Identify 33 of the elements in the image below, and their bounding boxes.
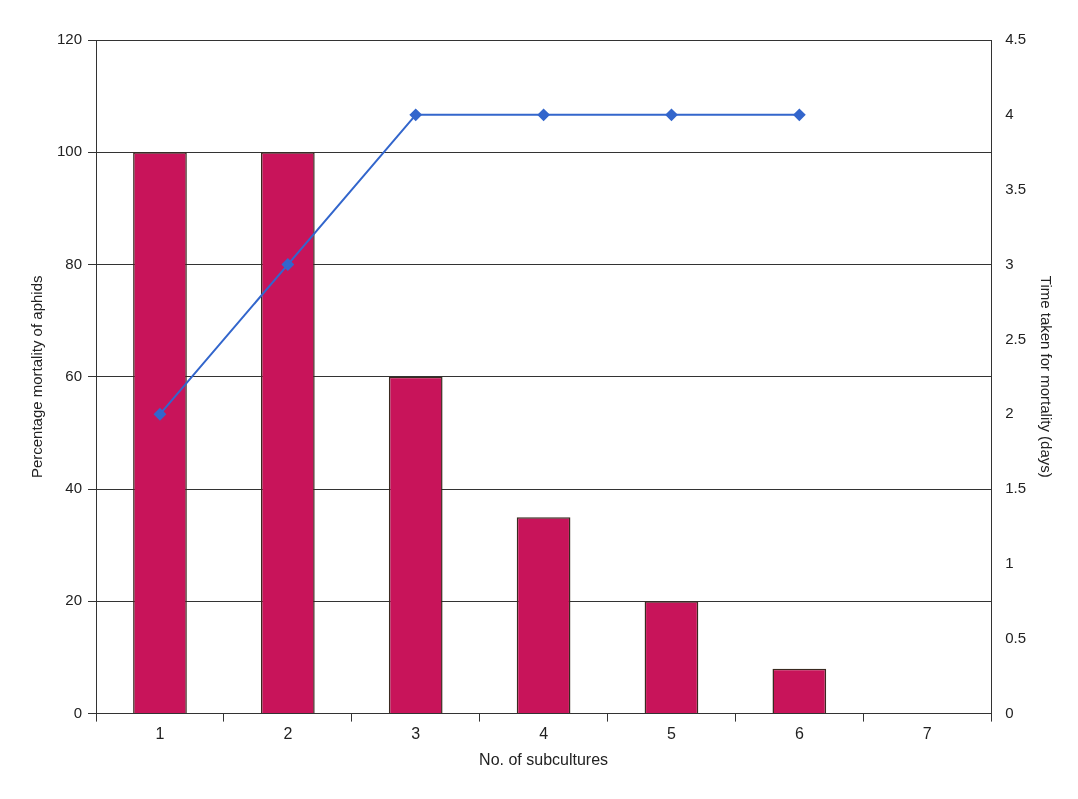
x-tick-label: 7 [922, 724, 932, 742]
x-tick-label: 5 [667, 724, 677, 742]
y2-tick-label: 0.5 [1005, 628, 1027, 646]
y-tick-label: 80 [65, 254, 83, 272]
point [793, 108, 806, 121]
y-tick-label: 40 [65, 479, 83, 497]
point [537, 108, 550, 121]
x-tick-label: 3 [411, 724, 421, 742]
point [665, 108, 678, 121]
y2-tick-label: 4 [1005, 104, 1014, 122]
y-tick-label: 20 [65, 591, 83, 609]
y2-tick-label: 3 [1005, 254, 1014, 272]
y-tick-label: 60 [65, 366, 83, 384]
y-tick-label: 120 [57, 30, 83, 48]
y-tick-label: 100 [57, 142, 83, 160]
x-tick-label: 6 [794, 724, 804, 742]
point [281, 258, 294, 271]
y2-tick-label: 2.5 [1005, 329, 1027, 347]
y2-tick-label: 1.5 [1005, 479, 1027, 497]
y-tick-label: 0 [73, 703, 83, 721]
y-axis-title: Percentage mortality of aphids [28, 275, 46, 479]
x-axis-title: No. of subcultures [479, 750, 609, 768]
x-tick-label: 2 [283, 724, 293, 742]
y2-tick-label: 4.5 [1005, 30, 1027, 48]
y2-tick-label: 2 [1005, 404, 1014, 422]
y2-axis-title: Time taken for mortality (days) [1037, 275, 1055, 478]
x-tick-label: 1 [155, 724, 165, 742]
point [153, 408, 166, 421]
y2-tick-label: 1 [1005, 554, 1014, 572]
y2-tick-label: 3.5 [1005, 179, 1027, 197]
x-tick-label: 4 [539, 724, 549, 742]
point [409, 108, 422, 121]
y2-tick-label: 0 [1005, 703, 1014, 721]
